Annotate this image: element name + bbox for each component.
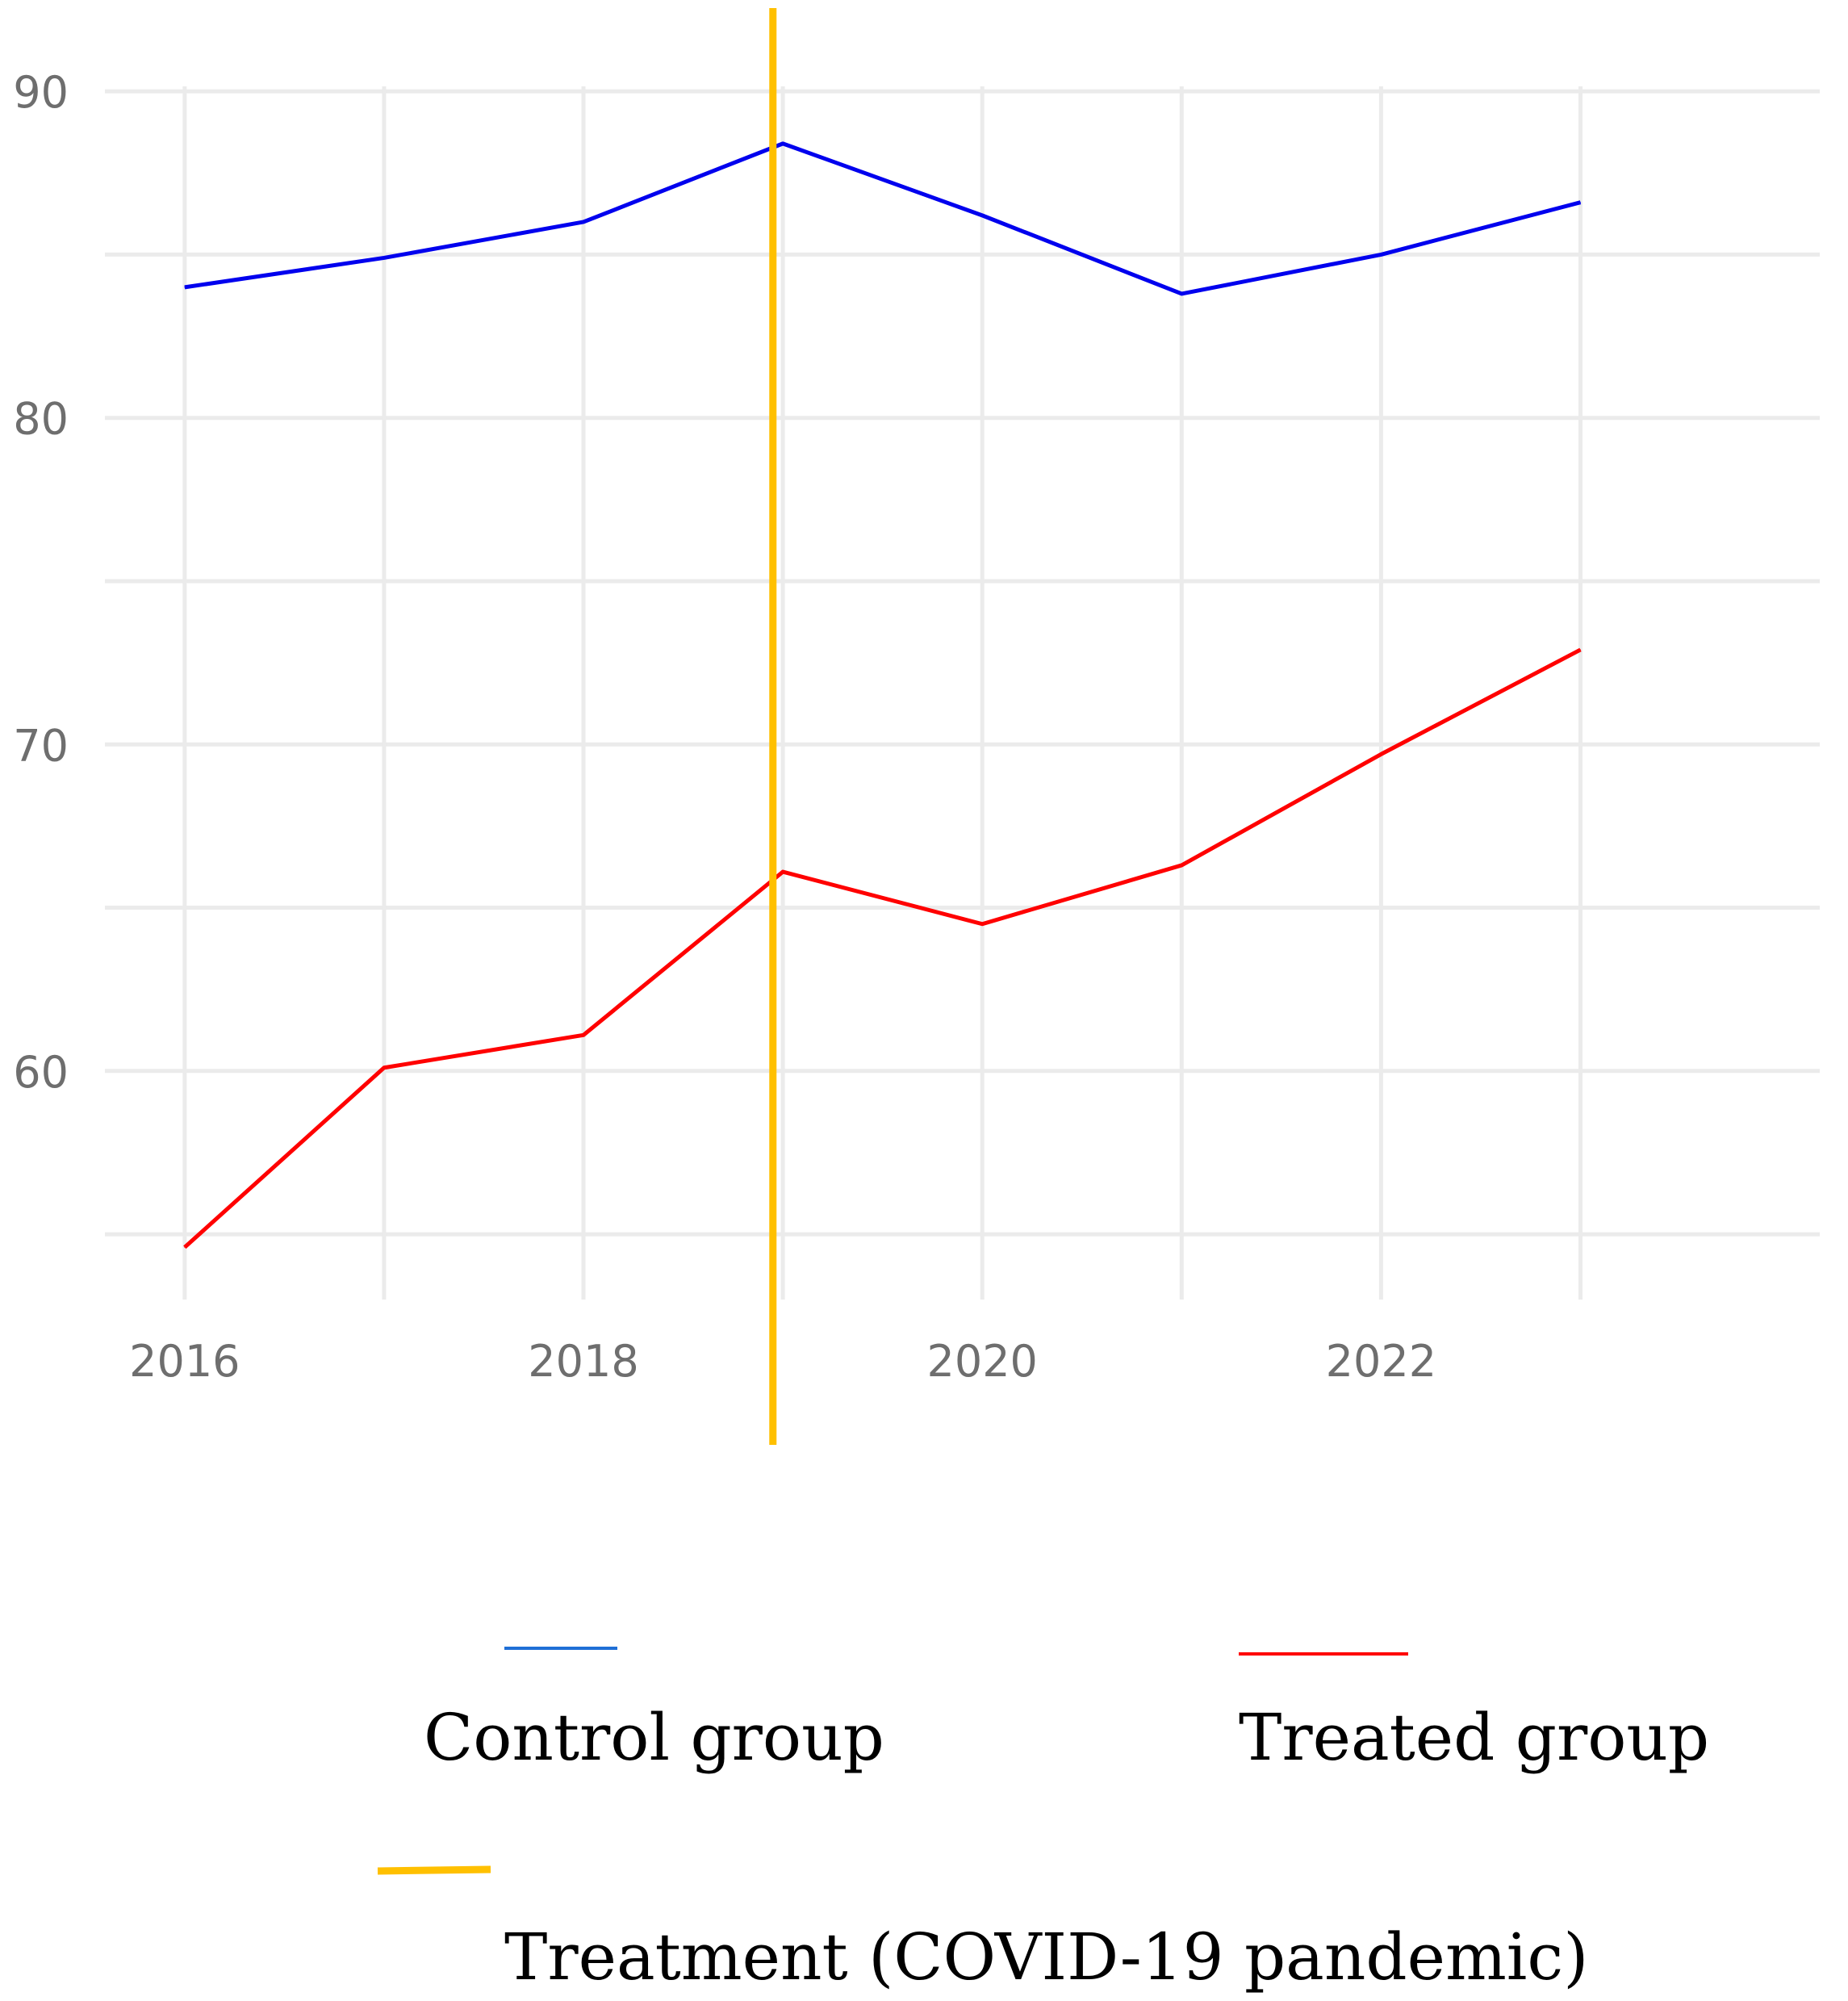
legend: Control group Treated group Treatment (C… <box>377 1647 1709 1995</box>
x-axis-ticks: 2016 2018 2020 2022 <box>129 1336 1436 1387</box>
y-axis-ticks: 60 70 80 90 <box>13 67 69 1098</box>
y-tick-label: 90 <box>13 67 69 118</box>
data-point <box>782 871 784 873</box>
y-tick-label: 80 <box>13 394 69 445</box>
data-point <box>1380 253 1382 255</box>
series-line-control <box>184 141 1582 296</box>
data-point <box>583 221 584 223</box>
x-tick-label: 2016 <box>129 1336 240 1387</box>
legend-label-treatment: Treatment (COVID-19 pandemic) <box>504 1919 1588 1995</box>
data-point <box>782 143 784 144</box>
series-line-treated <box>183 647 1582 1250</box>
grid <box>105 86 1820 1300</box>
data-point <box>383 1067 385 1069</box>
y-tick-label: 60 <box>13 1047 69 1098</box>
data-point <box>1181 864 1182 866</box>
data-point <box>981 215 983 216</box>
x-tick-label: 2022 <box>1326 1336 1436 1387</box>
series-lines <box>183 141 1582 1250</box>
data-point <box>184 1246 186 1248</box>
data-point <box>1579 649 1581 651</box>
legend-label-treated: Treated group <box>1239 1700 1709 1775</box>
data-point <box>1579 202 1581 203</box>
data-point <box>981 923 983 925</box>
data-point <box>383 257 385 258</box>
data-point <box>583 1034 584 1036</box>
legend-label-control: Control group <box>424 1700 884 1775</box>
x-tick-label: 2020 <box>926 1336 1037 1387</box>
legend-swatch-treatment <box>377 1865 491 1875</box>
data-point <box>1181 293 1182 295</box>
y-tick-label: 70 <box>13 720 69 771</box>
data-point <box>1380 753 1382 755</box>
x-tick-label: 2018 <box>528 1336 638 1387</box>
